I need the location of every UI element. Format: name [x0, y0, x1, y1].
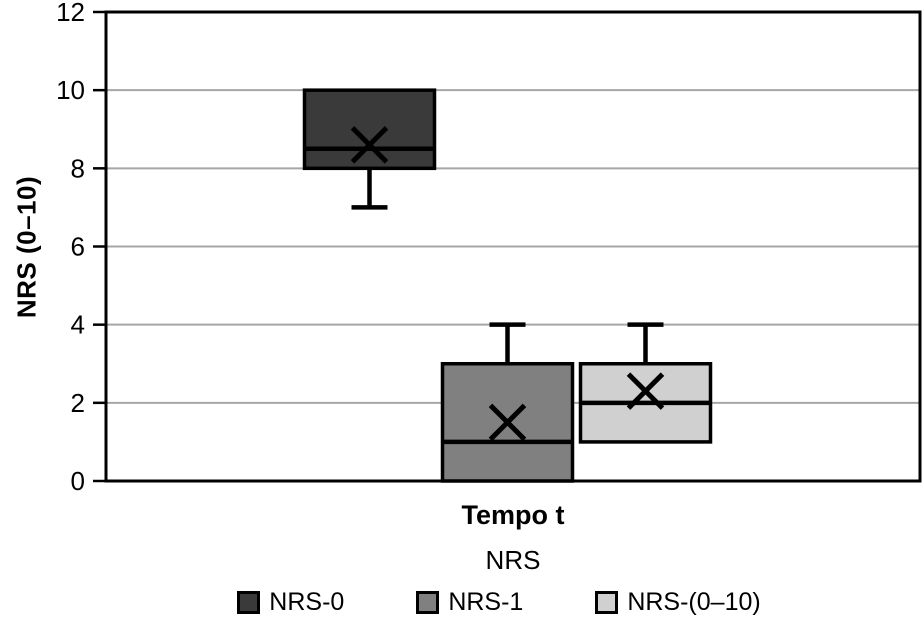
legend-label-nrs-0-10: NRS-(0–10) [627, 588, 761, 616]
y-tick-label: 6 [71, 232, 85, 262]
mean-marker [350, 126, 389, 164]
y-tick-label: 2 [71, 388, 85, 418]
mean-marker [626, 372, 665, 410]
x-axis-group-label: Tempo t [461, 500, 565, 530]
box-0 [302, 88, 437, 171]
y-tick-label: 10 [56, 75, 85, 105]
legend-label-nrs-0: NRS-0 [269, 588, 345, 616]
legend-swatch-nrs-1 [416, 591, 440, 614]
y-tick-label: 4 [71, 310, 85, 340]
y-tick-label: 12 [56, 0, 85, 27]
legend-label-nrs-1: NRS-1 [448, 588, 524, 616]
legend-item-nrs-0: NRS-0 [237, 588, 344, 617]
y-tick-label: 0 [71, 466, 85, 496]
legend-swatch-nrs-0-10 [595, 591, 619, 614]
legend: NRS-0 NRS-1 NRS-(0–10) [38, 588, 922, 617]
legend-item-nrs-1: NRS-1 [416, 588, 523, 617]
legend-swatch-nrs-0 [237, 591, 261, 614]
legend-item-nrs-0-10: NRS-(0–10) [595, 588, 761, 617]
mean-marker [488, 403, 527, 442]
x-axis-title: NRS [485, 545, 541, 575]
y-axis-title: NRS (0–10) [11, 175, 42, 319]
y-tick-label: 8 [71, 153, 85, 183]
